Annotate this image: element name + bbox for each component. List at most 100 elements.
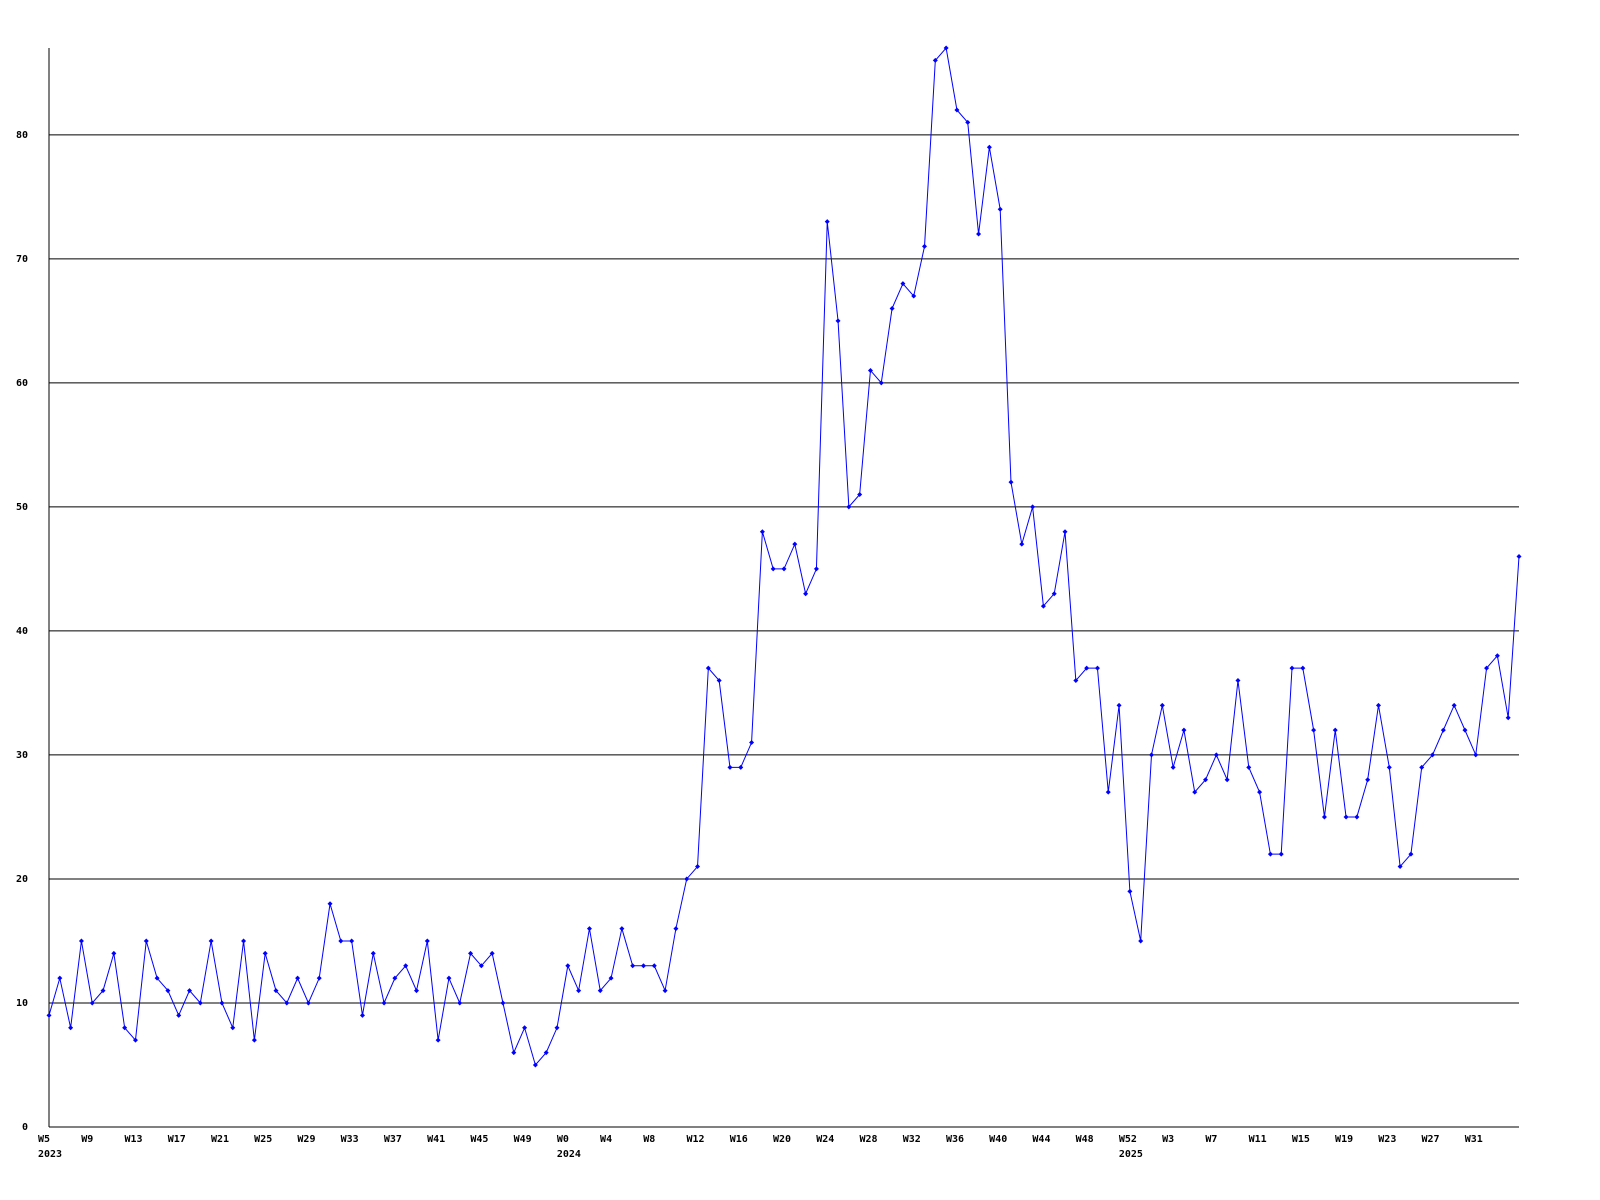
point-marker: [446, 975, 452, 981]
point-marker: [100, 988, 106, 994]
point-marker: [1170, 764, 1176, 770]
y-tick-label: 20: [16, 874, 28, 885]
point-marker: [1181, 727, 1187, 733]
x-tick-label: W32: [903, 1134, 921, 1145]
point-marker: [1311, 727, 1317, 733]
point-marker: [716, 678, 722, 684]
x-tick-label: W25: [254, 1134, 272, 1145]
x-tick-label: W29: [297, 1134, 315, 1145]
point-marker: [576, 988, 582, 994]
y-tick-label: 70: [16, 254, 28, 265]
y-tick-label: 40: [16, 626, 28, 637]
point-marker: [803, 591, 809, 597]
point-marker: [554, 1025, 560, 1031]
point-marker: [143, 938, 149, 944]
point-marker: [749, 740, 755, 746]
point-marker: [403, 963, 409, 969]
x-tick-label: W20: [773, 1134, 791, 1145]
point-marker: [1375, 702, 1381, 708]
point-marker: [597, 988, 603, 994]
y-tick-label: 0: [22, 1122, 28, 1133]
point-marker: [1030, 504, 1036, 510]
point-marker: [1019, 541, 1025, 547]
point-marker: [630, 963, 636, 969]
point-marker: [997, 206, 1003, 212]
point-marker: [1084, 665, 1090, 671]
point-marker: [176, 1012, 182, 1018]
point-marker: [738, 764, 744, 770]
point-marker: [662, 988, 668, 994]
point-marker: [1159, 702, 1165, 708]
point-marker: [1257, 789, 1263, 795]
x-tick-label: W24: [816, 1134, 834, 1145]
x-tick-label: W37: [384, 1134, 402, 1145]
point-marker: [89, 1000, 95, 1006]
x-tick-label: W0: [557, 1134, 569, 1145]
point-marker: [965, 119, 971, 125]
point-marker: [1267, 851, 1273, 857]
point-marker: [684, 876, 690, 882]
point-marker: [1051, 591, 1057, 597]
point-marker: [954, 107, 960, 113]
y-tick-label: 30: [16, 750, 28, 761]
point-marker: [522, 1025, 528, 1031]
point-marker: [543, 1050, 549, 1056]
point-marker: [878, 380, 884, 386]
x-tick-label: W44: [1032, 1134, 1050, 1145]
point-marker: [1419, 764, 1425, 770]
point-marker: [986, 144, 992, 150]
point-marker: [327, 901, 333, 907]
point-marker: [241, 938, 247, 944]
x-tick-label: W45: [470, 1134, 488, 1145]
point-marker: [284, 1000, 290, 1006]
point-marker: [1343, 814, 1349, 820]
point-marker: [889, 305, 895, 311]
point-marker: [1073, 678, 1079, 684]
point-marker: [295, 975, 301, 981]
point-marker: [824, 219, 830, 225]
x-tick-label: W21: [211, 1134, 229, 1145]
point-marker: [1300, 665, 1306, 671]
x-tick-label: W9: [81, 1134, 93, 1145]
point-marker: [976, 231, 982, 237]
year-label: 2025: [1119, 1149, 1143, 1160]
point-marker: [57, 975, 63, 981]
point-marker: [1494, 653, 1500, 659]
point-marker: [424, 938, 430, 944]
point-marker: [338, 938, 344, 944]
point-marker: [857, 491, 863, 497]
y-tick-label: 10: [16, 998, 28, 1009]
point-marker: [1473, 752, 1479, 758]
x-tick-label: W28: [859, 1134, 877, 1145]
point-marker: [1192, 789, 1198, 795]
x-tick-label: W19: [1335, 1134, 1353, 1145]
point-marker: [1213, 752, 1219, 758]
point-marker: [392, 975, 398, 981]
x-tick-label: W49: [514, 1134, 532, 1145]
point-marker: [68, 1025, 74, 1031]
point-marker: [1365, 777, 1371, 783]
x-tick-label: W8: [643, 1134, 655, 1145]
point-marker: [1203, 777, 1209, 783]
point-marker: [619, 926, 625, 932]
point-marker: [705, 665, 711, 671]
point-marker: [911, 293, 917, 299]
point-marker: [500, 1000, 506, 1006]
point-marker: [1408, 851, 1414, 857]
point-marker: [565, 963, 571, 969]
point-marker: [1062, 529, 1068, 535]
y-tick-label: 80: [16, 130, 28, 141]
point-marker: [1451, 702, 1457, 708]
point-marker: [435, 1037, 441, 1043]
point-marker: [1321, 814, 1327, 820]
point-marker: [122, 1025, 128, 1031]
x-tick-label: W5: [38, 1134, 50, 1145]
point-marker: [867, 367, 873, 373]
x-tick-label: W48: [1076, 1134, 1094, 1145]
point-marker: [197, 1000, 203, 1006]
point-marker: [1505, 715, 1511, 721]
point-marker: [219, 1000, 225, 1006]
point-marker: [900, 281, 906, 287]
point-marker: [1149, 752, 1154, 758]
